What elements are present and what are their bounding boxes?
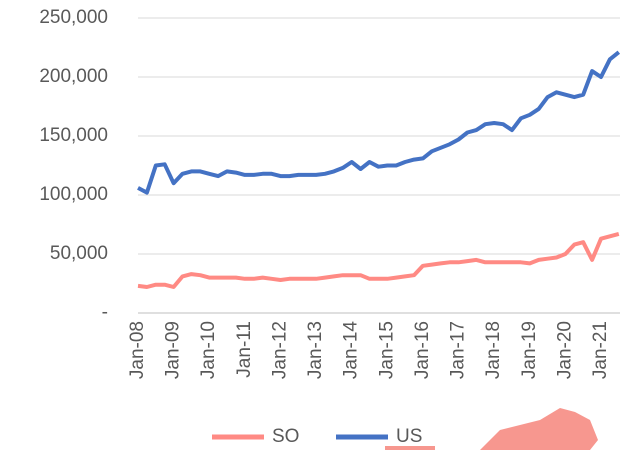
x-tick-label: Jan-18	[483, 321, 504, 379]
series-line	[137, 50, 621, 195]
y-tick-label: 200,000	[39, 66, 108, 87]
legend-label: US	[396, 426, 422, 447]
x-tick-label: Jan-19	[519, 321, 540, 379]
x-tick-label: Jan-15	[376, 321, 397, 379]
map-decoration	[385, 446, 435, 450]
y-tick-label: 150,000	[39, 125, 108, 146]
y-tick-label: 50,000	[50, 243, 108, 264]
x-tick-label: Jan-08	[127, 321, 148, 379]
x-tick-label: Jan-16	[412, 321, 433, 379]
x-tick-label: Jan-13	[305, 321, 326, 379]
x-tick-label: Jan-09	[163, 321, 184, 379]
x-tick-label: Jan-21	[590, 321, 611, 379]
y-tick-label: 100,000	[39, 184, 108, 205]
legend-label: SO	[272, 426, 299, 447]
x-tick-label: Jan-11	[234, 321, 255, 378]
y-tick-label: 250,000	[39, 7, 108, 28]
x-tick-label: Jan-20	[554, 321, 575, 379]
x-tick-label: Jan-14	[341, 321, 362, 380]
map-decoration	[480, 408, 598, 450]
y-tick-label: -	[102, 302, 108, 323]
x-tick-label: Jan-12	[269, 321, 290, 379]
x-tick-label: Jan-10	[198, 321, 219, 379]
series-line	[137, 231, 620, 289]
x-tick-label: Jan-17	[448, 321, 469, 379]
